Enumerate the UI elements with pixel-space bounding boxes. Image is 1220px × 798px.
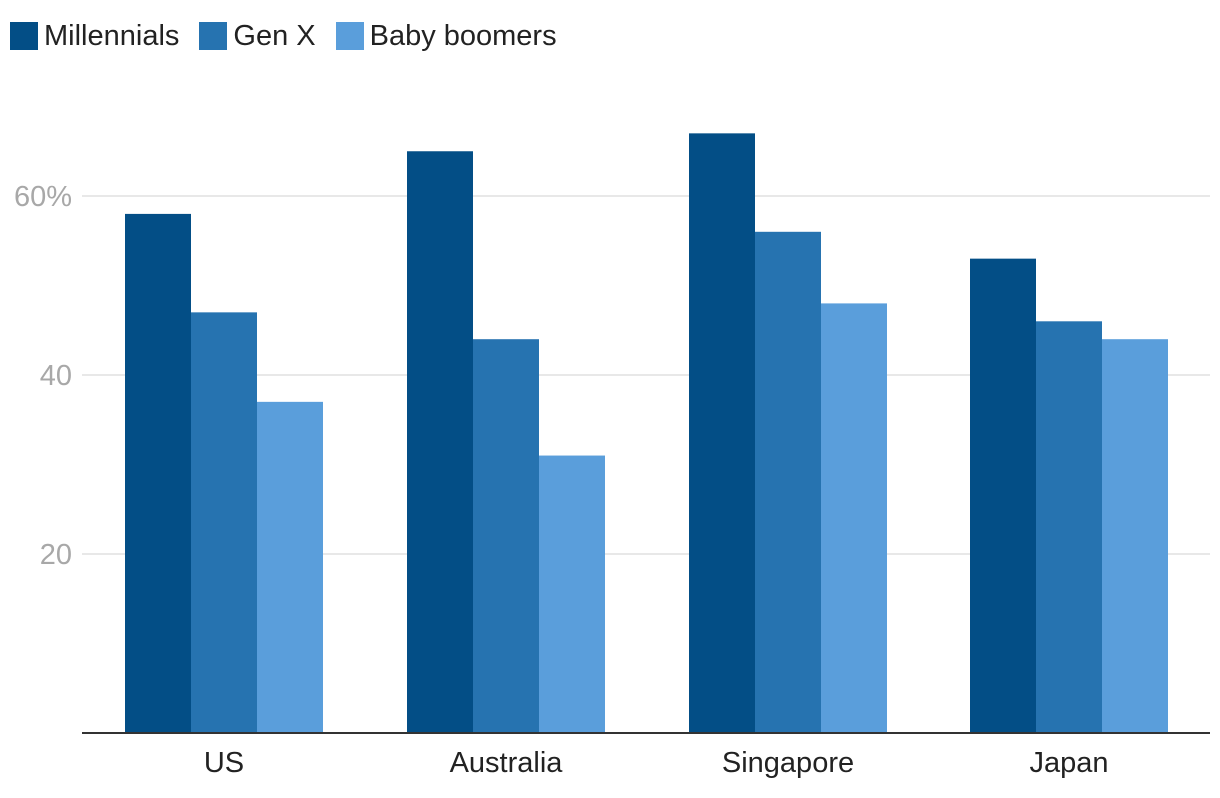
bar-japan-millennials — [970, 258, 1036, 733]
x-tick-label-singapore: Singapore — [722, 747, 854, 779]
legend-swatch-baby-boomers — [335, 22, 364, 50]
legend-label-millennials: Millennials — [44, 19, 180, 52]
bar-japan-baby-boomers — [1102, 339, 1168, 733]
y-tick-label-60: 60% — [14, 181, 72, 213]
legend-swatch-gen-x — [199, 22, 228, 50]
bar-australia-baby-boomers — [539, 455, 605, 733]
x-tick-label-australia: Australia — [450, 747, 564, 779]
bar-us-baby-boomers — [257, 401, 323, 733]
legend: Millennials Gen X Baby boomers — [10, 18, 577, 54]
y-tick-label-40: 40 — [40, 360, 72, 392]
bar-us-gen-x — [191, 312, 257, 733]
legend-label-baby-boomers: Baby boomers — [369, 19, 557, 52]
y-tick-label-20: 20 — [40, 539, 72, 571]
bar-australia-millennials — [407, 151, 473, 733]
legend-label-gen-x: Gen X — [233, 19, 316, 52]
x-tick-label-us: US — [204, 747, 244, 779]
bar-japan-gen-x — [1036, 321, 1102, 733]
bar-singapore-baby-boomers — [821, 303, 887, 733]
legend-swatch-millennials — [10, 22, 38, 50]
bar-us-millennials — [125, 213, 191, 733]
legend-item-millennials: Millennials — [10, 20, 179, 53]
bar-australia-gen-x — [473, 339, 539, 733]
legend-item-gen-x: Gen X — [199, 19, 316, 53]
bar-singapore-gen-x — [755, 231, 821, 734]
x-tick-label-japan: Japan — [1029, 747, 1108, 779]
legend-item-baby-boomers: Baby boomers — [335, 19, 557, 53]
bar-singapore-millennials — [689, 133, 755, 734]
